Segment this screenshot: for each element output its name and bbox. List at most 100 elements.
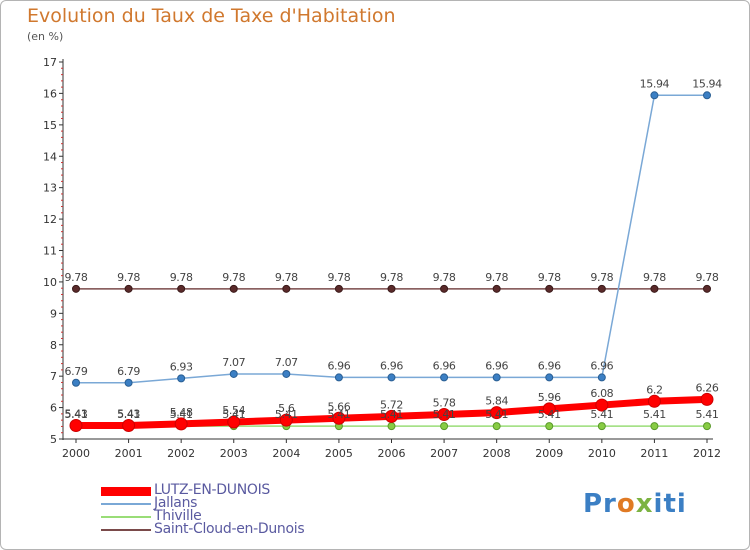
x-tick-label: 2008 <box>483 447 511 460</box>
data-label-jallans: 6.79 <box>65 365 88 378</box>
data-point-jallans <box>650 91 659 100</box>
data-label-jallans: 6.96 <box>327 359 350 372</box>
y-tick-label: 9 <box>50 307 57 320</box>
legend-item-thiville: Thiville <box>101 508 361 524</box>
data-label-jallans: 7.07 <box>275 356 298 369</box>
data-point-jallans <box>703 91 711 100</box>
data-label-saint-cloud-en-dunois: 9.78 <box>222 271 245 284</box>
data-label-thiville: 5.41 <box>222 408 245 421</box>
data-label-jallans: 6.96 <box>380 359 403 372</box>
legend-swatch <box>101 486 151 496</box>
x-tick-label: 2007 <box>430 447 458 460</box>
data-label-saint-cloud-en-dunois: 9.78 <box>433 271 456 284</box>
data-point-lutz-en-dunois <box>595 398 609 412</box>
data-label-lutz-en-dunois: 5.66 <box>327 400 350 413</box>
data-label-thiville: 5.41 <box>380 408 403 421</box>
data-point-thiville <box>703 422 711 431</box>
y-tick-label: 13 <box>43 182 57 195</box>
data-label-lutz-en-dunois: 5.43 <box>117 407 140 420</box>
data-label-lutz-en-dunois: 5.54 <box>222 404 245 417</box>
series-line-jallans <box>75 94 708 384</box>
data-label-saint-cloud-en-dunois: 9.78 <box>380 271 403 284</box>
data-point-lutz-en-dunois <box>647 394 661 408</box>
x-tick-label: 2011 <box>640 447 668 460</box>
data-label-jallans: 15.94 <box>692 77 722 90</box>
data-label-jallans: 6.96 <box>485 359 508 372</box>
data-label-thiville: 5.41 <box>433 408 456 421</box>
data-point-saint-cloud-en-dunois <box>650 284 659 293</box>
y-tick-label: 6 <box>50 402 57 415</box>
data-point-saint-cloud-en-dunois <box>597 284 606 293</box>
data-label-saint-cloud-en-dunois: 9.78 <box>696 271 719 284</box>
data-label-thiville: 5.41 <box>275 408 298 421</box>
data-point-jallans <box>387 373 396 382</box>
data-point-lutz-en-dunois <box>227 415 241 429</box>
data-point-thiville <box>545 422 554 431</box>
data-point-saint-cloud-en-dunois <box>334 284 343 293</box>
data-label-saint-cloud-en-dunois: 9.78 <box>485 271 508 284</box>
data-point-jallans <box>124 378 133 387</box>
data-point-lutz-en-dunois <box>332 411 346 425</box>
y-tick-label: 5 <box>50 433 57 446</box>
x-tick-label: 2012 <box>693 447 721 460</box>
legend-label: LUTZ-EN-DUNOIS <box>154 482 271 498</box>
data-point-jallans <box>72 378 80 387</box>
data-point-lutz-en-dunois <box>542 402 556 416</box>
x-tick-label: 2000 <box>62 447 90 460</box>
data-label-jallans: 7.07 <box>222 356 245 369</box>
x-tick-label: 2004 <box>272 447 300 460</box>
legend-swatch <box>101 529 151 531</box>
data-point-saint-cloud-en-dunois <box>177 284 186 293</box>
data-point-jallans <box>334 373 343 382</box>
data-label-saint-cloud-en-dunois: 9.78 <box>170 271 193 284</box>
y-tick-label: 16 <box>43 87 57 100</box>
y-tick-label: 15 <box>43 119 57 132</box>
data-point-thiville <box>597 422 606 431</box>
data-label-thiville: 5.41 <box>643 408 666 421</box>
legend: LUTZ-EN-DUNOIS Jallans Thiville Saint-Cloud… <box>101 482 361 537</box>
data-point-thiville <box>440 422 449 431</box>
data-label-jallans: 6.93 <box>170 360 193 373</box>
x-tick-label: 2006 <box>378 447 406 460</box>
data-point-saint-cloud-en-dunois <box>492 284 501 293</box>
legend-label: Thiville <box>154 508 202 524</box>
data-point-saint-cloud-en-dunois <box>387 284 396 293</box>
data-point-saint-cloud-en-dunois <box>124 284 133 293</box>
legend-item-saint-cloud-en-dunois: Saint-Cloud-en-Dunois <box>101 521 361 537</box>
x-tick-label: 2009 <box>535 447 563 460</box>
y-tick-label: 10 <box>43 276 57 289</box>
data-label-thiville: 5.41 <box>117 408 140 421</box>
data-label-thiville: 5.41 <box>538 408 561 421</box>
data-point-lutz-en-dunois <box>437 407 451 421</box>
data-label-saint-cloud-en-dunois: 9.78 <box>65 271 88 284</box>
data-label-saint-cloud-en-dunois: 9.78 <box>590 271 613 284</box>
data-point-jallans <box>440 373 449 382</box>
data-point-lutz-en-dunois <box>279 413 293 427</box>
data-label-jallans: 6.96 <box>538 359 561 372</box>
y-tick-label: 11 <box>43 245 57 258</box>
data-point-thiville <box>650 422 659 431</box>
data-label-jallans: 6.96 <box>590 359 613 372</box>
x-tick-label: 2010 <box>588 447 616 460</box>
data-label-lutz-en-dunois: 5.96 <box>538 391 561 404</box>
data-point-jallans <box>545 373 554 382</box>
data-label-thiville: 5.41 <box>170 408 193 421</box>
data-label-jallans: 6.96 <box>433 359 456 372</box>
data-point-lutz-en-dunois <box>69 418 83 432</box>
legend-swatch <box>101 516 151 518</box>
data-label-saint-cloud-en-dunois: 9.78 <box>275 271 298 284</box>
y-tick-label: 14 <box>43 150 57 163</box>
data-label-lutz-en-dunois: 5.84 <box>485 395 508 408</box>
data-point-lutz-en-dunois <box>174 417 188 431</box>
data-point-lutz-en-dunois <box>385 409 398 423</box>
data-label-lutz-en-dunois: 6.08 <box>590 387 613 400</box>
data-label-thiville: 5.41 <box>696 408 719 421</box>
data-label-saint-cloud-en-dunois: 9.78 <box>117 271 140 284</box>
data-label-thiville: 5.41 <box>590 408 613 421</box>
legend-item-jallans: Jallans <box>101 495 361 511</box>
y-tick-label: 12 <box>43 213 57 226</box>
data-label-lutz-en-dunois: 5.43 <box>65 407 88 420</box>
data-label-thiville: 5.41 <box>327 408 350 421</box>
x-tick-label: 2001 <box>115 447 143 460</box>
